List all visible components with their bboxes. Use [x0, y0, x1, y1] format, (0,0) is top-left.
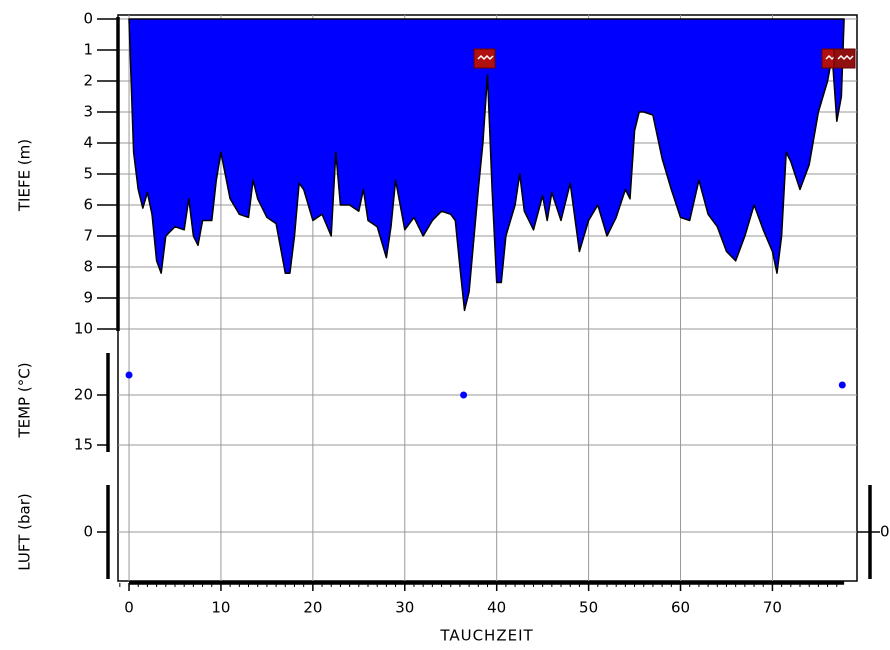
- temp-point: [838, 381, 846, 389]
- x-tick-label: 50: [579, 599, 598, 617]
- y-tick-label: 3: [83, 103, 93, 121]
- depth-area: [128, 18, 845, 312]
- x-tick-label: 30: [395, 599, 414, 617]
- y-label-depth: TIEFE (m): [16, 139, 34, 212]
- y-label-temp: TEMP (°C): [16, 362, 34, 438]
- y-tick-label: 9: [83, 289, 93, 307]
- y-tick-label: 10: [74, 320, 93, 338]
- y-label-air: LUFT (bar): [16, 493, 34, 570]
- x-tick-label: 20: [303, 599, 322, 617]
- y2-tick-label: 0: [880, 523, 890, 541]
- y-tick-label: 4: [83, 134, 93, 152]
- y-tick-label: 15: [74, 436, 93, 454]
- y-tick-label: 0: [83, 10, 93, 28]
- x-tick-label: 60: [671, 599, 690, 617]
- event-markers: [473, 48, 856, 69]
- y-tick-label: 0: [83, 523, 93, 541]
- y-tick-label: 7: [83, 227, 93, 245]
- x-tick-label: 40: [487, 599, 506, 617]
- y-tick-label: 20: [74, 386, 93, 404]
- x-tick-label: 10: [211, 599, 230, 617]
- y-tick-label: 5: [83, 165, 93, 183]
- plot-layer: 0 1 2 3 4 5 6 7 8 9 10 15 20 0 0 0 10 20 30 40 50 60 70: [74, 10, 890, 617]
- event-icon: [477, 54, 494, 61]
- y-tick-label: 1: [83, 41, 93, 59]
- temp-point: [460, 391, 468, 399]
- x-tick-label: 70: [763, 599, 782, 617]
- x-label: TAUCHZEIT: [439, 627, 533, 645]
- x-tick-label: 0: [124, 599, 134, 617]
- y-tick-label: 6: [83, 196, 93, 214]
- y-tick-label: 8: [83, 258, 93, 276]
- y-tick-label: 2: [83, 72, 93, 90]
- temp-point: [125, 371, 133, 379]
- event-icon: [837, 54, 854, 61]
